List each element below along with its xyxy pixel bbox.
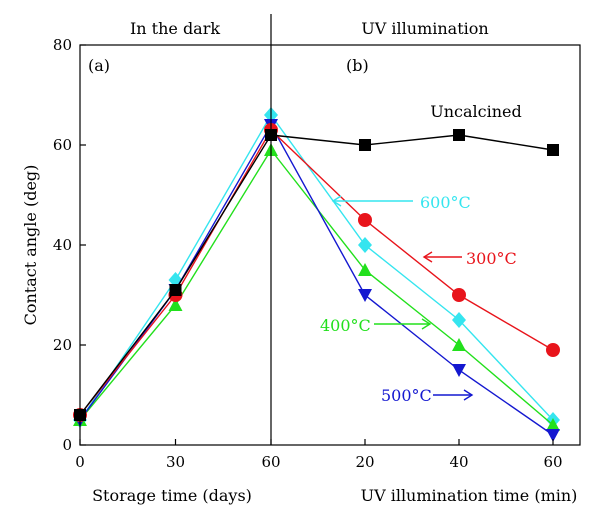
series-line-uv-300-c — [270, 129, 554, 351]
arrow-600c — [331, 195, 413, 207]
x-tick-label: 20 — [355, 453, 374, 471]
x-tick-label: 0 — [75, 453, 85, 471]
data-point-300-c — [546, 343, 560, 357]
label-600c: 600°C — [420, 193, 471, 212]
label-uncalcined: Uncalcined — [430, 102, 522, 121]
data-point-500-c — [358, 289, 372, 302]
series-line-uv-uncalcined — [270, 134, 554, 151]
x-axis-label-uv: UV illumination time (min) — [361, 486, 578, 505]
y-tick-label: 20 — [53, 336, 72, 354]
y-tick-label: 40 — [53, 236, 72, 254]
x-tick-label: 60 — [261, 453, 280, 471]
y-axis-label: Contact angle (deg) — [21, 165, 40, 326]
x-tick-label: 30 — [166, 453, 185, 471]
data-point-400-c — [168, 298, 183, 311]
series-line-dark-600-c — [79, 114, 272, 421]
panel-label-b: (b) — [346, 56, 369, 75]
data-point-uncalcined — [359, 139, 371, 151]
data-point-600-c — [358, 237, 372, 253]
data-point-uncalcined — [169, 284, 182, 296]
arrow-500c — [433, 389, 474, 401]
label-300c: 300°C — [466, 249, 517, 268]
series-line-uv-400-c — [270, 149, 554, 426]
data-point-300-c — [452, 288, 466, 302]
x-tick-label: 60 — [543, 453, 562, 471]
data-point-500-c — [546, 429, 560, 442]
arrow-400c — [374, 318, 432, 330]
data-point-uncalcined — [453, 129, 465, 141]
x-axis-label-dark: Storage time (days) — [92, 486, 252, 505]
dark-section-title: In the dark — [130, 19, 220, 38]
y-tick-label: 60 — [53, 136, 72, 154]
y-tick-label: 80 — [53, 36, 72, 54]
label-400c: 400°C — [320, 316, 371, 335]
data-point-600-c — [452, 312, 466, 328]
arrow-300c — [422, 251, 462, 263]
data-point-400-c — [452, 338, 466, 351]
series-line-uv-600-c — [270, 114, 554, 421]
data-point-500-c — [452, 364, 466, 377]
data-point-400-c — [546, 418, 560, 431]
label-500c: 500°C — [381, 386, 432, 405]
y-tick-label: 0 — [62, 436, 72, 454]
data-point-uncalcined — [547, 144, 559, 156]
data-point-300-c — [358, 213, 372, 227]
x-tick-label: 40 — [449, 453, 468, 471]
uv-section-title: UV illumination — [361, 19, 488, 38]
panel-label-a: (a) — [88, 56, 110, 75]
data-point-400-c — [358, 263, 372, 276]
series-line-uv-500-c — [270, 124, 554, 436]
